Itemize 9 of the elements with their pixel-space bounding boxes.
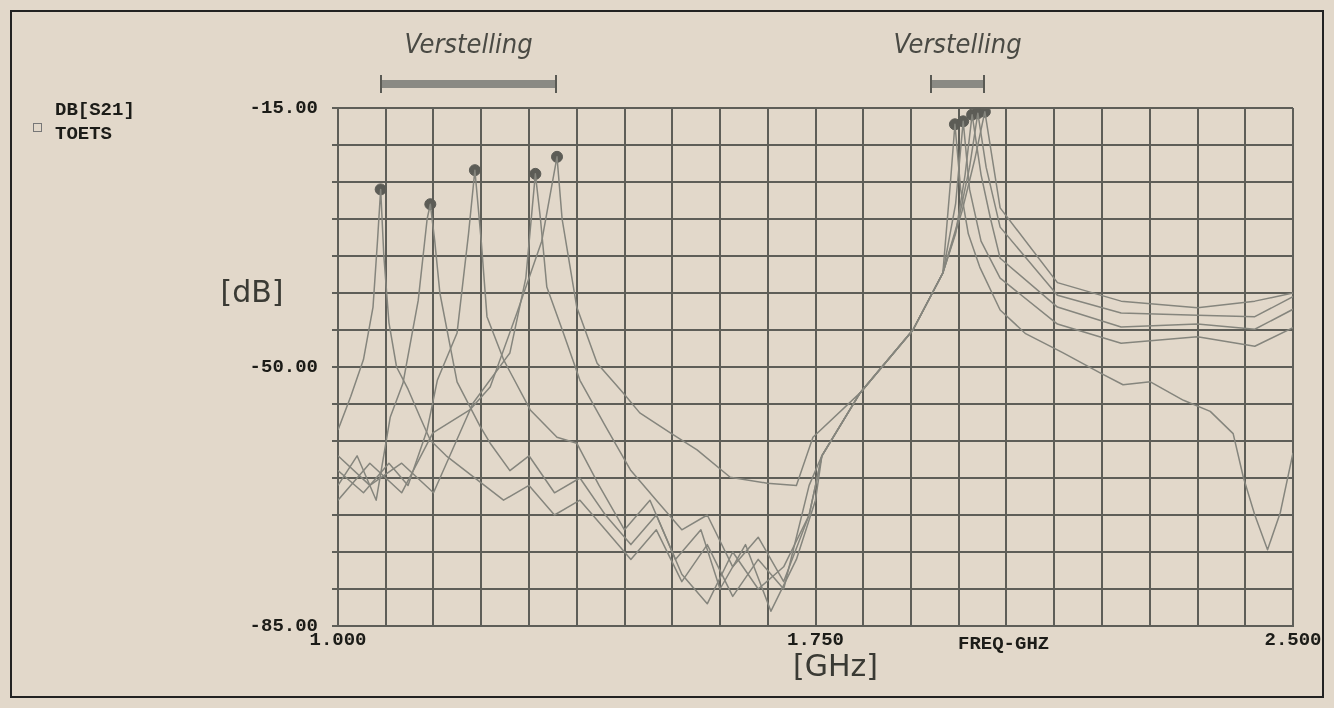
text: FREQ-GHZ bbox=[958, 633, 1050, 655]
text: DB[S21] bbox=[55, 98, 135, 122]
text: Verstelling bbox=[892, 28, 1023, 59]
y-tick-label: -50.00 bbox=[249, 355, 318, 378]
x-tick-label: 2.500 bbox=[1264, 629, 1322, 652]
text: Verstelling bbox=[403, 28, 534, 59]
text: TOETS bbox=[55, 122, 113, 146]
y-tick-label: -15.00 bbox=[249, 96, 318, 119]
y-axis-title: [dB] bbox=[220, 274, 284, 310]
